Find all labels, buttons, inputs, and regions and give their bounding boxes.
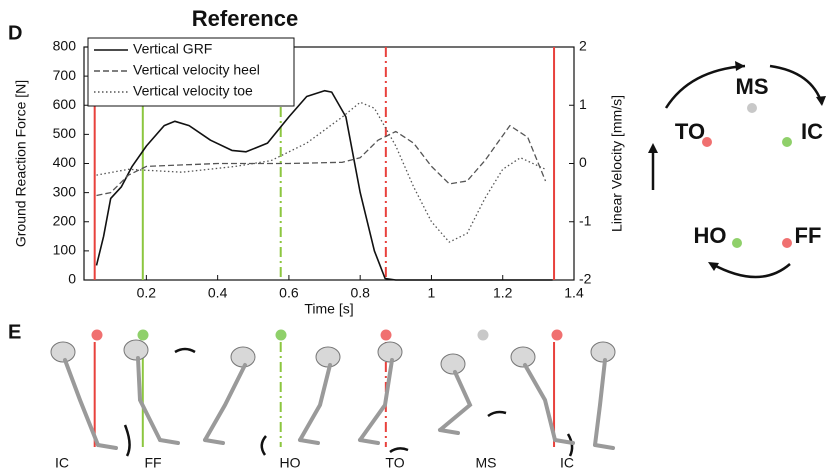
gait-dot: [551, 329, 563, 341]
motion-arrow: [389, 447, 409, 454]
gait-dot: [91, 329, 103, 341]
x-axis-label: Time [s]: [304, 301, 353, 317]
phase-dot: [732, 238, 742, 248]
y-tick-label: 0: [68, 271, 76, 287]
phase-label: TO: [675, 119, 705, 144]
x-tick-label: 1.2: [493, 285, 513, 301]
leg: [358, 358, 394, 442]
foot: [358, 438, 380, 445]
pelvis: [50, 341, 76, 363]
leg: [298, 363, 332, 442]
foot: [553, 438, 575, 445]
foot: [158, 438, 180, 445]
x-tick-label: 0.6: [279, 285, 299, 301]
leg: [63, 358, 100, 447]
phase-dot: [747, 103, 757, 113]
pelvis: [230, 346, 256, 368]
leg: [593, 358, 607, 447]
pelvis: [315, 346, 341, 368]
y-tick-label: 300: [53, 183, 77, 199]
motion-arrow: [260, 435, 267, 456]
pelvis: [440, 353, 466, 375]
foot: [593, 443, 615, 450]
y2-tick-label: 1: [579, 96, 587, 112]
y2-tick-label: -2: [579, 271, 592, 287]
gait-label: MS: [476, 455, 497, 471]
leg: [438, 370, 473, 432]
cycle-arrow: [711, 262, 791, 279]
y-tick-label: 100: [53, 242, 77, 258]
panel-label: E: [8, 321, 21, 343]
y2-tick-label: -1: [579, 212, 592, 228]
foot: [96, 443, 118, 450]
y-tick-label: 400: [53, 154, 77, 170]
y-tick-label: 600: [53, 96, 77, 112]
x-tick-label: 1.4: [564, 285, 584, 301]
x-tick-label: 0.2: [137, 285, 157, 301]
phase-dot: [782, 238, 792, 248]
motion-arrow: [123, 424, 131, 457]
gait-label: FF: [144, 455, 161, 471]
gait-dot: [137, 329, 149, 341]
motion-arrow: [174, 347, 196, 354]
y2-axis-label: Linear Velocity [mm/s]: [609, 95, 625, 232]
foot: [298, 438, 320, 445]
phase-label: MS: [736, 74, 769, 99]
motion-arrow: [566, 433, 574, 457]
phase-dot: [782, 137, 792, 147]
arrowhead: [816, 96, 826, 106]
data-line: [96, 101, 546, 243]
leg: [523, 363, 557, 442]
pelvis: [123, 339, 149, 361]
leg: [203, 363, 247, 442]
cycle-arrow: [769, 64, 824, 105]
pelvis: [510, 346, 536, 368]
pelvis: [377, 341, 403, 363]
data-line: [96, 124, 547, 197]
gait-dot: [380, 329, 392, 341]
motion-arrow: [487, 410, 507, 418]
arrowhead: [708, 262, 719, 271]
y-tick-label: 700: [53, 67, 77, 83]
y-tick-label: 500: [53, 125, 77, 141]
x-tick-label: 0.4: [208, 285, 228, 301]
arrowhead: [648, 143, 658, 153]
foot: [203, 438, 225, 445]
x-tick-label: 1: [428, 285, 436, 301]
phase-label: FF: [795, 223, 822, 248]
legend-label: Vertical GRF: [133, 41, 212, 57]
gait-dot: [275, 329, 287, 341]
legend-label: Vertical velocity toe: [133, 83, 253, 99]
panel-label: D: [8, 22, 22, 44]
phase-label: HO: [694, 223, 727, 248]
y-axis-label: Ground Reaction Force [N]: [13, 80, 29, 247]
gait-label: TO: [385, 455, 404, 471]
pelvis: [590, 341, 616, 363]
gait-label: HO: [280, 455, 301, 471]
x-tick-label: 0.8: [350, 285, 370, 301]
chart-title: Reference: [192, 6, 298, 31]
phase-label: IC: [801, 119, 823, 144]
foot: [438, 428, 460, 435]
y-tick-label: 800: [53, 38, 77, 54]
y-tick-label: 200: [53, 212, 77, 228]
data-line: [95, 89, 553, 281]
leg: [136, 356, 162, 442]
gait-label: IC: [55, 455, 69, 471]
phase-dot: [702, 137, 712, 147]
arrowhead: [735, 61, 745, 71]
gait-dot: [477, 329, 489, 341]
legend-label: Vertical velocity heel: [133, 62, 260, 78]
gait-label: IC: [560, 455, 574, 471]
cycle-arrow: [664, 64, 746, 109]
y2-tick-label: 2: [579, 38, 587, 54]
y2-tick-label: 0: [579, 154, 587, 170]
